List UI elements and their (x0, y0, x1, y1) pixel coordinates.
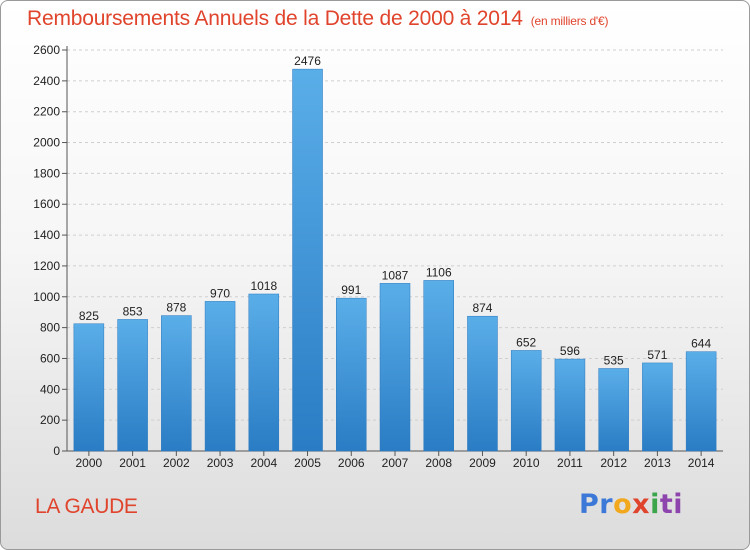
bar-value-label: 1018 (250, 279, 277, 293)
x-tick-label: 2002 (163, 456, 190, 470)
bar-value-label: 1106 (426, 265, 452, 279)
x-tick-label: 2005 (294, 456, 321, 470)
bar-value-label: 1087 (382, 268, 409, 282)
y-tick-label: 0 (53, 444, 60, 458)
x-tick-label: 2004 (250, 456, 277, 470)
x-tick-label: 2008 (425, 456, 452, 470)
bar (423, 280, 454, 452)
y-tick-label: 1600 (33, 197, 60, 211)
x-tick-label: 2014 (688, 456, 715, 470)
bar-value-label: 652 (516, 335, 536, 349)
proxiti-logo: Proxiti (579, 489, 683, 520)
bar (117, 319, 148, 452)
x-tick-label: 2006 (338, 456, 365, 470)
logo-part-5: ti (659, 489, 684, 520)
bar-value-label: 853 (123, 304, 143, 318)
bar (336, 297, 367, 452)
bar-value-label: 2476 (294, 54, 321, 68)
bar-value-label: 644 (691, 337, 711, 351)
logo-part-4: i (650, 489, 660, 520)
logo-part-1: Pr (579, 489, 614, 520)
bar (204, 301, 236, 452)
x-tick-label: 2012 (600, 456, 627, 470)
x-tick-label: 2003 (207, 456, 234, 470)
y-tick-label: 1200 (33, 259, 60, 273)
logo-part-3: x (632, 489, 651, 520)
x-tick-label: 2011 (557, 456, 583, 470)
y-tick-label: 1400 (33, 228, 60, 242)
bar-value-label: 571 (647, 348, 667, 362)
y-tick-label: 2000 (33, 136, 60, 150)
x-tick-label: 2013 (644, 456, 671, 470)
bar (379, 283, 411, 452)
x-tick-label: 2010 (513, 456, 540, 470)
y-tick-label: 1800 (33, 166, 60, 180)
x-tick-label: 2007 (382, 456, 409, 470)
y-tick-label: 2400 (33, 74, 60, 88)
bar (685, 351, 717, 452)
y-tick-label: 400 (40, 382, 60, 396)
bar (161, 315, 192, 452)
y-tick-label: 600 (40, 351, 60, 365)
y-tick-label: 2600 (33, 43, 60, 57)
bar (598, 368, 629, 452)
x-tick-label: 2000 (76, 456, 103, 470)
bar-value-label: 596 (560, 344, 580, 358)
chart-title-unit: (en milliers d'€) (530, 14, 609, 28)
y-tick-label: 1000 (33, 290, 60, 304)
logo-part-2: o (613, 489, 633, 520)
bar (554, 358, 586, 452)
x-tick-label: 2001 (119, 456, 146, 470)
bar (510, 350, 542, 452)
bar-value-label: 970 (210, 286, 230, 300)
bar (467, 315, 498, 452)
bar-value-label: 535 (604, 353, 624, 367)
y-tick-label: 800 (40, 321, 60, 335)
x-tick-label: 2009 (469, 456, 496, 470)
y-tick-label: 2200 (33, 105, 60, 119)
chart-title-main: Remboursements Annuels de la Dette de 20… (27, 7, 523, 30)
bar (248, 293, 280, 452)
bar (642, 362, 673, 452)
bar-value-label: 991 (341, 283, 361, 297)
y-tick-label: 200 (40, 413, 60, 427)
commune-name: LA GAUDE (35, 495, 138, 518)
bar-value-label: 878 (166, 301, 186, 315)
bar-value-label: 825 (79, 309, 99, 323)
bar-value-label: 874 (472, 301, 492, 315)
bar (73, 323, 105, 452)
chart-title: Remboursements Annuels de la Dette de 20… (27, 7, 608, 31)
bar (292, 68, 323, 452)
